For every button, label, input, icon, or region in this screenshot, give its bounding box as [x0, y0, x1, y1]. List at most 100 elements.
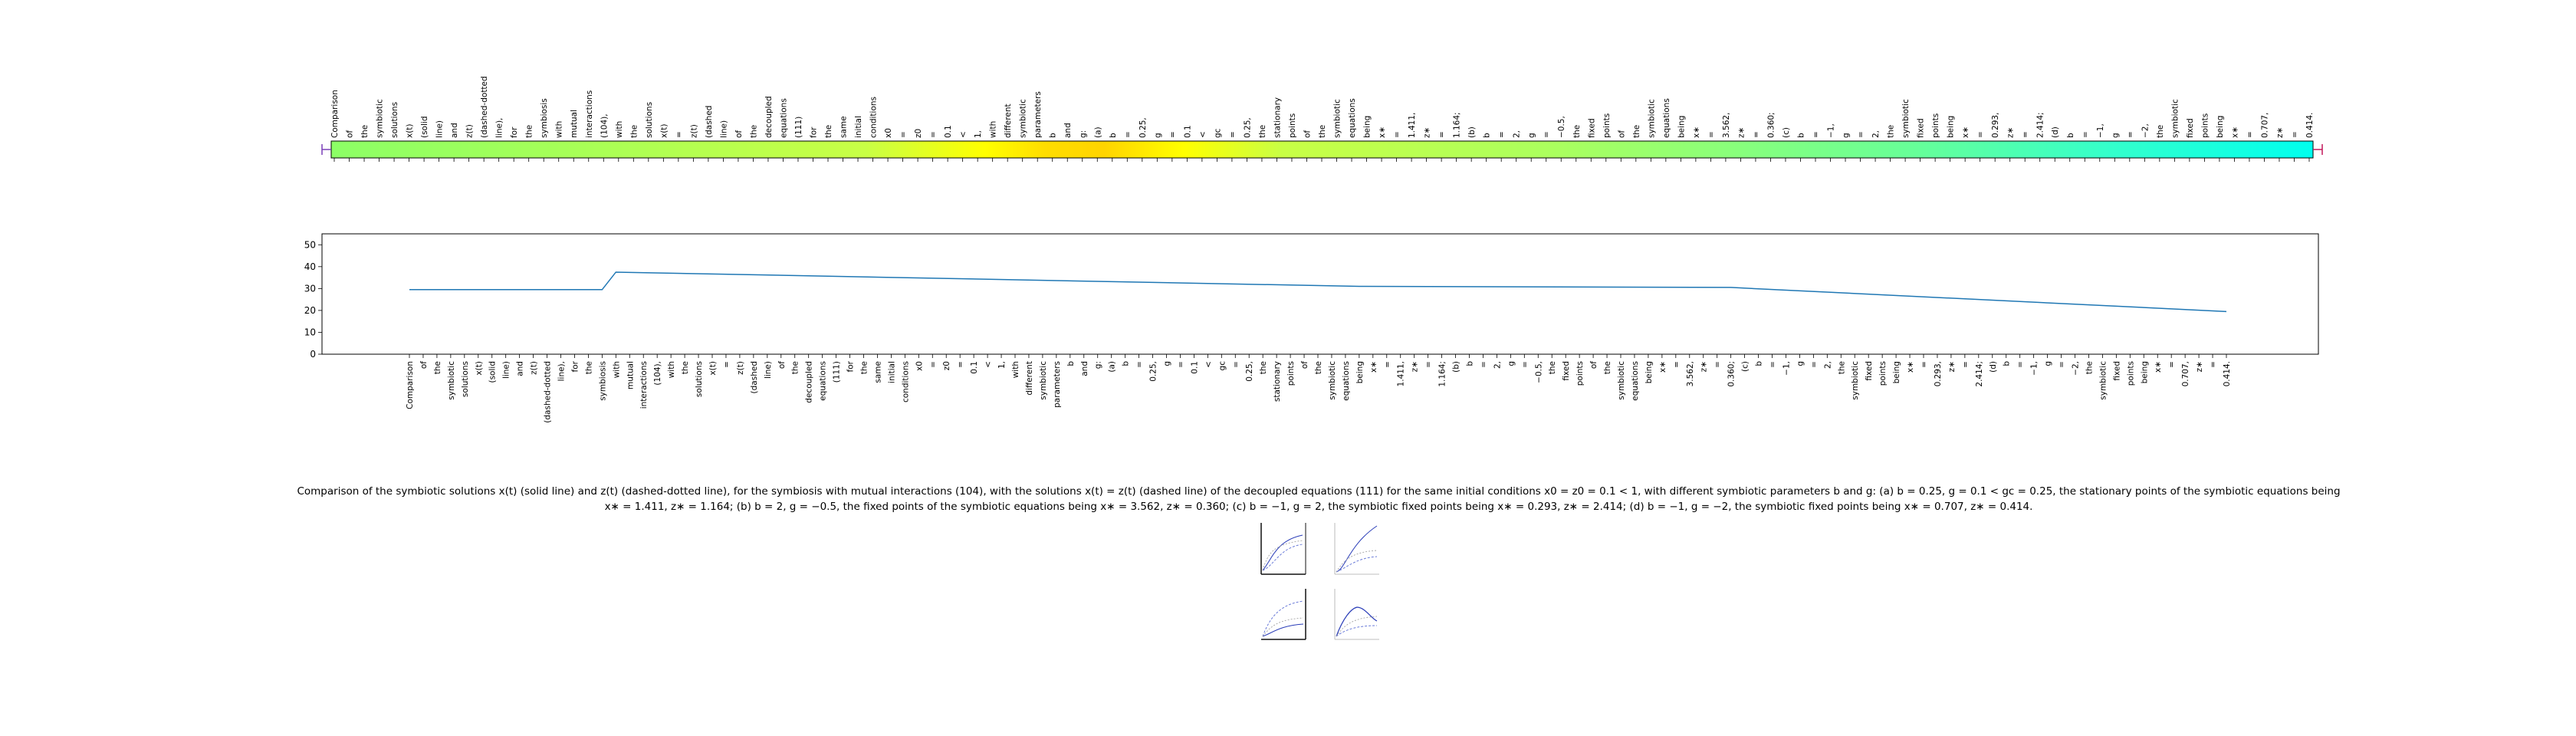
strip-label: = [1123, 131, 1132, 138]
word-color-strip: Comparison of the symbiotic solutions x(t) (so… [321, 76, 2323, 162]
strip-label: = [1752, 131, 1761, 138]
strip-label: < [959, 131, 968, 138]
x-tick-label: the [433, 361, 442, 374]
x-tick-label: = [1135, 361, 1145, 368]
strip-label: the [1887, 125, 1896, 138]
x-tick-label: x∗ [2154, 361, 2163, 373]
strip-label: (a) [1093, 127, 1102, 138]
strip-label: being [1363, 116, 1372, 138]
strip-label: being [1947, 116, 1956, 138]
x-tick-label: b [1755, 361, 1764, 366]
plot-frame [321, 233, 2319, 355]
y-tick-label: 40 [304, 261, 316, 272]
x-tick-label: b [2003, 361, 2012, 366]
strip-label: 0.1 [1183, 125, 1192, 138]
x-tick-label: 1.411, [1397, 361, 1406, 386]
strip-label: points [1288, 113, 1297, 138]
strip-label: points [2200, 113, 2210, 138]
x-tick-label: z∗ [2195, 361, 2204, 372]
strip-label: and [450, 123, 459, 138]
thumbnail-grid [1257, 521, 1388, 644]
strip-label: = [1168, 131, 1178, 138]
strip-label: 3.562, [1722, 113, 1731, 138]
x-tick-label: symbiotic [1617, 361, 1626, 400]
x-tick-label: being [1892, 361, 1901, 383]
strip-label: 0.707, [2260, 113, 2269, 138]
strip-label: the [525, 125, 534, 138]
strip-label: the [824, 125, 833, 138]
strip-label: (dashed-dotted [480, 76, 489, 138]
strip-label: the [2156, 125, 2165, 138]
x-tick-label: = [928, 361, 938, 368]
strip-label: (d) [2051, 127, 2060, 138]
strip-label: = [1707, 131, 1716, 138]
strip-label: z(t) [465, 124, 475, 138]
strip-label: 1, [974, 130, 983, 138]
x-tick-label: symbiotic [1328, 361, 1337, 400]
strip-label: x∗ [1378, 127, 1387, 138]
strip-label: (111) [794, 117, 803, 138]
x-tick-label: fixed [2112, 361, 2121, 381]
x-tick-label: the [1314, 361, 1323, 374]
strip-label: b [1483, 133, 1492, 138]
y-tick-label: 0 [310, 349, 316, 360]
strip-label: 2, [1513, 130, 1522, 138]
thumbnail-panel-c [1260, 587, 1306, 641]
x-tick-label: and [516, 361, 525, 376]
strip-label: z0 [914, 129, 923, 138]
strip-label: the [1572, 125, 1582, 138]
strip-label: equations [779, 98, 788, 138]
x-tick-label: points [1878, 361, 1888, 386]
x-tick-label: z∗ [1700, 361, 1709, 372]
strip-label: b [2066, 133, 2075, 138]
x-tick-label: the [681, 361, 690, 374]
strip-label: the [1632, 125, 1641, 138]
x-tick-label: the [860, 361, 869, 374]
x-tick-label: of [777, 361, 787, 369]
strip-label: z∗ [1423, 127, 1432, 138]
x-tick-label: 2, [1823, 361, 1832, 369]
x-tick-label: points [2126, 361, 2135, 386]
strip-label: g [2111, 133, 2120, 138]
x-axis: Comparison of the symbiotic solutions x(t) (so… [406, 354, 2232, 423]
x-tick-label: = [1714, 361, 1723, 368]
strip-label: 2.414; [2036, 112, 2045, 138]
x-tick-label: the [1837, 361, 1846, 374]
x-tick-label: 0.25, [1149, 361, 1158, 382]
strip-label: initial [854, 116, 863, 138]
strip-label: line), [495, 118, 504, 138]
x-tick-label: for [846, 360, 856, 372]
x-tick-label: being [1644, 361, 1654, 383]
x-tick-label: z∗ [1947, 361, 1957, 372]
thumbnail-panel-a [1260, 521, 1306, 575]
x-tick-label: (c) [1741, 361, 1750, 372]
x-tick-label: x(t) [708, 361, 718, 376]
strip-label: −1, [1827, 123, 1836, 138]
strip-label: −2, [2141, 123, 2150, 138]
strip-label: the [749, 125, 758, 138]
strip-label: = [1976, 131, 1986, 138]
x-tick-label: = [2016, 361, 2026, 368]
strip-label: 0.1 [944, 125, 953, 138]
x-tick-label: and [1080, 361, 1089, 376]
x-tick-label: line) [502, 361, 511, 379]
x-tick-label: (dashed-dotted [544, 361, 553, 423]
x-tick-label: parameters [1053, 361, 1062, 408]
series-line [409, 271, 2227, 313]
strip-label: z∗ [2275, 127, 2285, 138]
strip-label: 1.411, [1408, 113, 1417, 138]
strip-label: points [1602, 113, 1612, 138]
strip-label: b [1049, 133, 1058, 138]
x-tick-label: symbiotic [1851, 361, 1860, 400]
strip-label: = [1543, 131, 1552, 138]
x-tick-label: g [1163, 361, 1172, 366]
x-tick-label: 0.1 [1190, 361, 1199, 374]
x-tick-label: 1, [997, 361, 1007, 369]
x-tick-label: (111) [833, 361, 842, 383]
x-tick-label: being [2140, 361, 2149, 383]
x-tick-label: conditions [901, 361, 910, 402]
x-tick-label: symbiotic [1039, 361, 1048, 400]
strip-label: 0.25, [1243, 117, 1252, 138]
strip-label: with [989, 121, 998, 138]
strip-label: interactions [585, 90, 594, 138]
